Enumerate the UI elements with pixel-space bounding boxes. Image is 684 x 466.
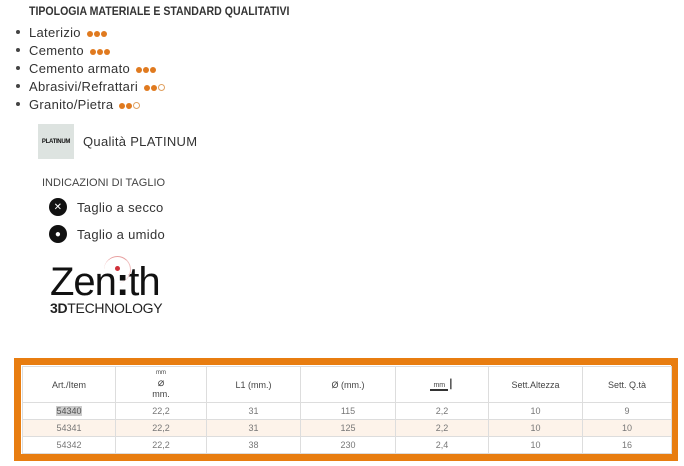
filled-dot-icon [93, 30, 100, 37]
product-table: Art./Item mm ⌀ mm. L1 (mm.) Ø (mm.) mm ┃ Se… [22, 366, 672, 454]
table-cell: 115 [300, 402, 396, 420]
material-label: Laterizio [29, 25, 81, 40]
filled-dot-icon [144, 84, 151, 91]
material-label: Cemento [29, 43, 84, 58]
filled-dot-icon [103, 48, 110, 55]
filled-dot-icon [126, 102, 133, 109]
table-row: 54340 22,2 31 115 2,2 10 9 [22, 402, 672, 420]
bore-icon: ⌀ [157, 377, 165, 389]
col-l1: L1 (mm.) [206, 366, 301, 403]
table-cell: 54340 [22, 402, 116, 420]
zenith-logo: Zen:th 3DTECHNOLOGY [50, 256, 163, 316]
table-cell: 22,2 [115, 402, 207, 420]
filled-dot-icon [86, 30, 93, 37]
dry-cut-label: Taglio a secco [77, 199, 164, 215]
filled-dot-icon [136, 66, 143, 73]
cutting-title: INDICAZIONI DI TAGLIO [42, 177, 166, 189]
table-row: 54342 22,2 38 230 2,4 10 16 [22, 436, 672, 454]
table-cell: 2,2 [395, 402, 489, 420]
quality-label: Qualità PLATINUM [83, 134, 198, 149]
material-list: Laterizio Cemento Cemento armato Abrasivi/R… [14, 24, 166, 114]
product-table-box: Art./Item mm ⌀ mm. L1 (mm.) Ø (mm.) mm ┃ Se… [14, 358, 678, 461]
empty-dot-icon [158, 84, 166, 92]
table-cell: 2,2 [395, 419, 489, 437]
table-cell: 230 [300, 436, 396, 454]
rating-dots [144, 78, 166, 96]
dry-cut: ✕ Taglio a secco [49, 198, 164, 216]
table-cell: 10 [488, 419, 583, 437]
table-cell: 38 [206, 436, 301, 454]
rating-dots [86, 24, 108, 42]
table-cell: 10 [488, 402, 583, 420]
filled-dot-icon [96, 48, 103, 55]
table-cell: 16 [582, 436, 672, 454]
filled-dot-icon [89, 48, 96, 55]
table-row: 54341 22,2 31 125 2,2 10 10 [22, 419, 672, 437]
filled-dot-icon [143, 66, 150, 73]
table-cell: 31 [206, 402, 301, 420]
col-bore: mm ⌀ mm. [115, 366, 207, 403]
material-label: Granito/Pietra [29, 97, 114, 112]
thickness-icon: mm [430, 382, 449, 391]
material-item: Granito/Pietra [14, 96, 166, 114]
platinum-badge: PLATINUM [38, 124, 74, 159]
material-item: Cemento [14, 42, 166, 60]
table-cell: 9 [582, 402, 672, 420]
table-cell: 10 [582, 419, 672, 437]
table-cell: 54342 [22, 436, 116, 454]
col-sett-altezza: Sett.Altezza [488, 366, 583, 403]
table-cell: 10 [488, 436, 583, 454]
filled-dot-icon [150, 66, 157, 73]
col-sett-qta: Sett. Q.tà [582, 366, 672, 403]
wet-cut: ● Taglio a umido [49, 225, 165, 243]
rating-dots [136, 60, 157, 78]
material-item: Abrasivi/Refrattari [14, 78, 166, 96]
table-cell: 125 [300, 419, 396, 437]
material-item: Laterizio [14, 24, 166, 42]
material-item: Cemento armato [14, 60, 166, 78]
rating-dots [89, 42, 111, 60]
empty-dot-icon [133, 102, 141, 110]
section-title: TIPOLOGIA MATERIALE E STANDARD QUALITATI… [29, 4, 290, 18]
col-item: Art./Item [22, 366, 116, 403]
table-cell: 31 [206, 419, 301, 437]
table-cell: 54341 [22, 419, 116, 437]
water-drop-icon: ● [49, 225, 67, 243]
material-label: Cemento armato [29, 61, 131, 76]
col-thickness: mm ┃ [395, 366, 489, 403]
wet-cut-label: Taglio a umido [77, 226, 166, 242]
table-cell: 22,2 [115, 436, 207, 454]
rating-dots [119, 96, 141, 114]
table-cell: 22,2 [115, 419, 207, 437]
filled-dot-icon [100, 30, 107, 37]
filled-dot-icon [119, 102, 126, 109]
dry-cut-icon: ✕ [49, 198, 67, 216]
table-cell: 2,4 [395, 436, 489, 454]
col-diameter: Ø (mm.) [300, 366, 396, 403]
material-label: Abrasivi/Refrattari [29, 79, 139, 94]
filled-dot-icon [151, 84, 158, 91]
